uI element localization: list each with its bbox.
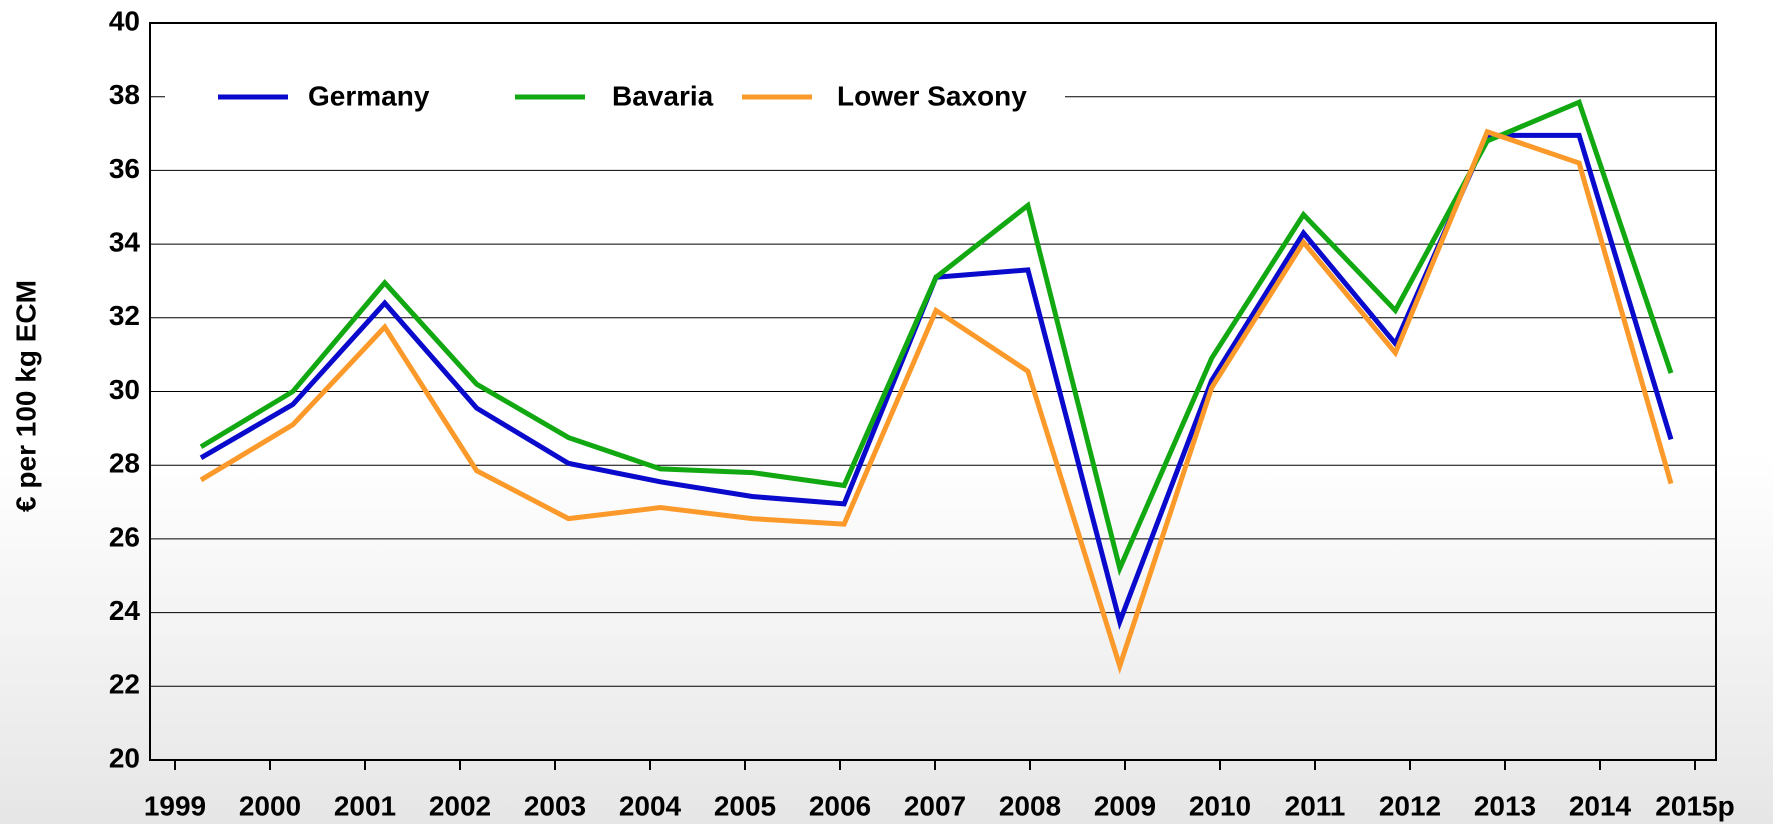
y-axis-title: € per 100 kg ECM <box>10 280 41 512</box>
x-tick-label: 2004 <box>619 790 682 821</box>
line-series <box>199 98 1674 577</box>
line-series <box>199 128 1674 675</box>
y-tick-label: 30 <box>109 374 140 405</box>
x-tick-label: 2013 <box>1474 790 1536 821</box>
y-tick-label: 20 <box>109 742 140 773</box>
x-tick-label: 2007 <box>904 790 966 821</box>
y-tick-label: 40 <box>109 5 140 36</box>
y-tick-label: 38 <box>109 79 140 110</box>
x-tick-label: 2005 <box>714 790 776 821</box>
y-tick-label: 32 <box>109 300 140 331</box>
y-tick-label: 34 <box>109 226 141 257</box>
y-tick-label: 24 <box>109 595 141 626</box>
x-tick-label: 2002 <box>429 790 491 821</box>
legend-label: Germany <box>308 80 430 111</box>
y-tick-label: 26 <box>109 521 140 552</box>
x-tick-label: 2009 <box>1094 790 1156 821</box>
x-tick-label: 2014 <box>1569 790 1632 821</box>
x-tick-label: 2015p <box>1655 790 1734 821</box>
x-tick-label: 1999 <box>144 790 206 821</box>
y-tick-label: 36 <box>109 153 140 184</box>
x-tick-label: 2010 <box>1189 790 1251 821</box>
y-tick-label: 22 <box>109 669 140 700</box>
x-tick-label: 2003 <box>524 790 586 821</box>
x-tick-label: 2008 <box>999 790 1061 821</box>
x-tick-label: 2000 <box>239 790 301 821</box>
legend-box <box>165 78 1065 118</box>
legend-label: Bavaria <box>612 80 714 111</box>
x-tick-label: 2001 <box>334 790 396 821</box>
y-tick-label: 28 <box>109 448 140 479</box>
x-tick-label: 2006 <box>809 790 871 821</box>
legend-label: Lower Saxony <box>837 80 1027 111</box>
x-tick-label: 2011 <box>1285 790 1346 821</box>
x-tick-label: 2012 <box>1379 790 1441 821</box>
